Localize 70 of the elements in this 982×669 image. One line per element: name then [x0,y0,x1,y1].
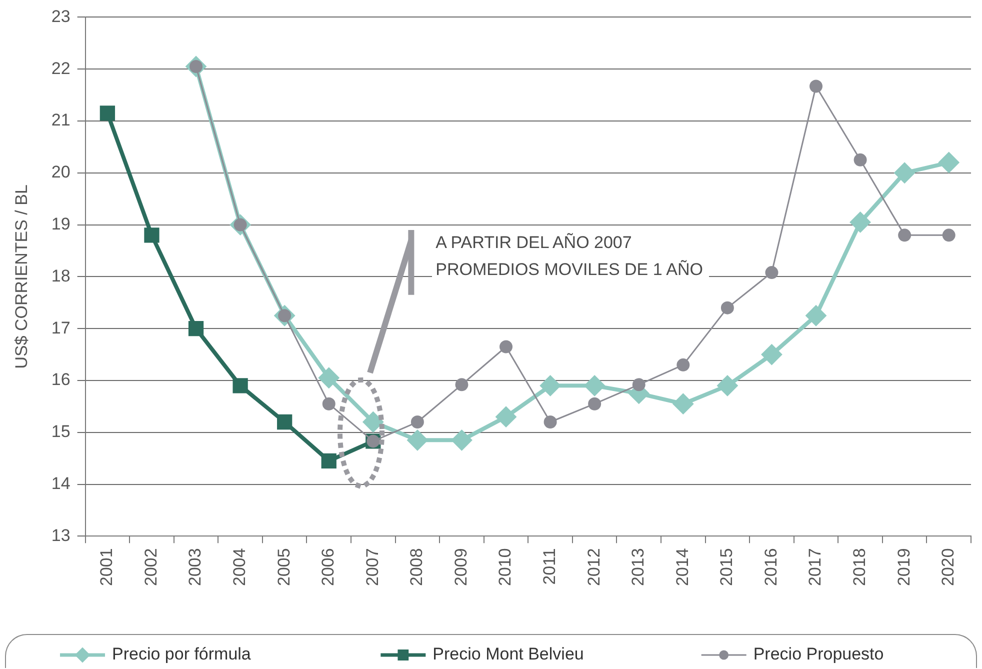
legend-label: Precio por fórmula [112,644,252,664]
point [188,321,204,336]
x-tick-label: 2016 [761,548,780,586]
point [318,367,340,388]
point [455,378,468,392]
x-tick-label: 2005 [274,548,294,586]
y-tick-label: 17 [51,318,70,338]
point [765,266,778,280]
point [540,375,561,396]
y-tick-label: 15 [51,422,70,442]
point [277,414,292,430]
point [672,393,694,414]
point [362,412,384,433]
x-tick-label: 2006 [318,548,338,586]
x-tick-label: 2003 [186,548,205,586]
point [720,301,734,314]
point [938,152,960,174]
y-tick-label: 16 [51,370,70,390]
point [850,212,871,233]
y-tick-label: 23 [51,6,70,26]
point [810,80,823,93]
legend-label: Precio Mont Belvieu [432,644,584,664]
y-axis-title: US$ CORRIENTES / BL [12,184,31,369]
x-tick-label: 2011 [540,548,559,585]
point [806,305,827,326]
x-tick-label: 2007 [362,548,382,586]
x-tick-label: 2018 [850,548,869,586]
y-tick-label: 21 [51,110,70,130]
x-tick-label: 2015 [717,548,736,586]
x-tick-label: 2019 [894,548,914,586]
point [632,378,646,392]
x-tick-label: 2009 [451,548,470,586]
y-tick-label: 14 [51,474,70,493]
point [321,453,336,468]
x-tick-label: 2020 [938,548,958,586]
point [451,430,472,451]
y-tick-label: 20 [51,162,70,182]
annotation: A PARTIR DEL AÑO 2007 PROMEDIOS MOVILES DE 1 AÑO [432,228,709,283]
x-tick-label: 2010 [496,548,515,586]
point [500,340,513,354]
point [322,397,336,410]
point [942,228,956,242]
point [144,228,160,243]
x-tick-label: 2012 [584,548,604,586]
x-tick-label: 2017 [806,548,825,586]
y-tick-label: 18 [51,266,70,286]
point [232,378,248,394]
point [676,358,690,372]
y-tick-label: 22 [51,58,70,78]
point [496,406,517,428]
legend-label: Precio Propuesto [753,644,884,664]
x-tick-label: 2001 [97,548,116,586]
point [584,375,606,396]
y-tick-label: 19 [51,214,70,234]
point [544,416,557,429]
point [100,106,116,121]
x-tick-label: 2004 [230,548,249,586]
point [761,344,782,366]
point [898,228,912,242]
x-tick-label: 2013 [628,548,648,586]
point [854,153,867,166]
point [716,375,738,396]
point [588,397,602,410]
x-tick-label: 2014 [672,548,692,586]
y-tick-label: 13 [51,526,70,545]
point [894,162,916,184]
point [410,416,424,429]
x-tick-label: 2002 [141,548,160,586]
x-tick-label: 2008 [407,548,426,586]
point [406,430,428,451]
